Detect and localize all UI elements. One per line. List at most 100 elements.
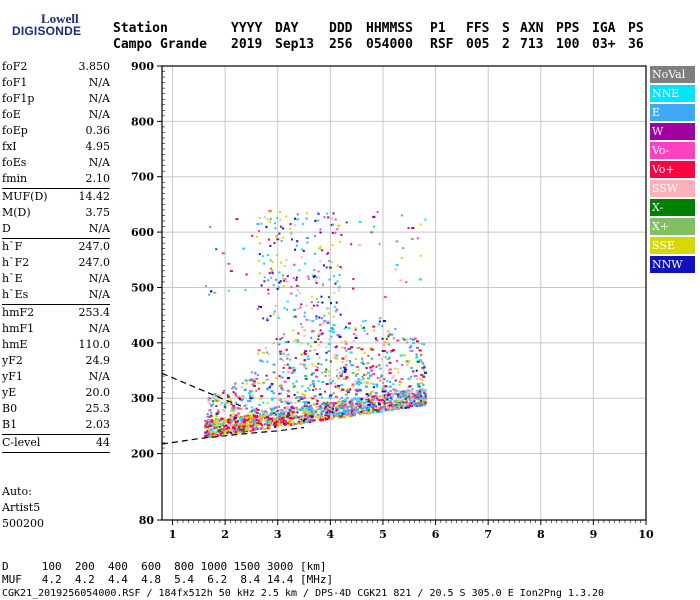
echo-point <box>314 369 318 372</box>
echo-point <box>241 407 243 410</box>
echo-point <box>337 286 341 289</box>
echo-point <box>228 428 230 431</box>
echo-point <box>365 367 368 369</box>
echo-point <box>389 404 392 407</box>
echo-point <box>260 415 264 418</box>
echo-point <box>321 409 323 412</box>
echo-point <box>286 308 289 311</box>
echo-point <box>290 410 292 413</box>
echo-point <box>295 397 298 400</box>
echo-point <box>235 387 237 390</box>
echo-point <box>338 335 342 338</box>
echo-point <box>375 365 378 368</box>
echo-point <box>383 402 386 405</box>
echo-point <box>366 398 370 401</box>
echo-point <box>304 390 307 393</box>
echo-point <box>278 384 281 387</box>
echo-point <box>261 360 264 363</box>
echo-point <box>297 416 301 419</box>
echo-point <box>409 405 412 407</box>
echo-point <box>345 390 349 392</box>
echo-point <box>325 358 328 361</box>
echo-point <box>273 414 275 417</box>
echo-point <box>298 285 301 288</box>
echo-point <box>284 411 288 414</box>
echo-point <box>335 368 338 371</box>
echo-point <box>231 423 235 426</box>
echo-point <box>365 406 368 409</box>
echo-point <box>371 409 374 412</box>
echo-point <box>333 324 336 327</box>
echo-point <box>375 383 379 386</box>
echo-point <box>400 378 404 380</box>
echo-point <box>260 423 263 426</box>
echo-point <box>406 389 410 392</box>
echo-point <box>331 406 334 409</box>
echo-point <box>330 302 332 305</box>
echo-point <box>362 363 365 365</box>
echo-point <box>357 380 361 383</box>
param-label: yF2 <box>2 354 23 367</box>
echo-point <box>311 307 314 310</box>
echo-point <box>314 235 316 238</box>
echo-point <box>343 327 346 330</box>
echo-point <box>351 401 354 404</box>
legend-item-noval: NoVal <box>650 66 695 83</box>
echo-point <box>355 382 359 385</box>
echo-point <box>292 366 296 369</box>
echo-point <box>294 423 298 426</box>
echo-point <box>319 387 322 390</box>
echo-point <box>241 426 244 429</box>
echo-point <box>422 375 426 378</box>
echo-point <box>310 411 313 414</box>
echo-point <box>357 388 361 391</box>
echo-point <box>303 365 306 368</box>
echo-point <box>367 412 371 415</box>
echo-point <box>324 375 327 377</box>
footer-distance-line: D 100 200 400 600 800 1000 1500 3000 [km… <box>2 560 327 573</box>
echo-point <box>215 427 218 430</box>
echo-point <box>253 410 257 413</box>
echo-point <box>272 392 275 395</box>
echo-point <box>315 415 319 418</box>
echo-point <box>279 352 282 355</box>
echo-point <box>289 415 292 418</box>
echo-point <box>277 423 281 426</box>
echo-point <box>364 405 368 408</box>
echo-point <box>316 366 319 369</box>
echo-point <box>232 404 236 407</box>
echo-point <box>344 406 347 408</box>
echo-point <box>302 420 305 422</box>
param-value: N/A <box>88 108 110 121</box>
echo-point <box>259 418 263 421</box>
echo-point <box>281 376 284 379</box>
echo-point <box>345 359 348 362</box>
echo-point <box>260 222 263 225</box>
echo-point <box>401 395 404 398</box>
echo-point <box>360 403 363 406</box>
y-tick-label: 80 <box>139 514 155 527</box>
echo-point <box>355 389 359 392</box>
echo-point <box>319 418 323 421</box>
echo-point <box>389 350 392 353</box>
echo-point <box>239 417 243 420</box>
echo-point <box>317 380 320 383</box>
param-value: 247.0 <box>78 240 111 253</box>
param-value: 24.9 <box>85 354 111 367</box>
echo-point <box>271 408 275 411</box>
echo-point <box>406 364 409 367</box>
echo-point <box>405 396 409 399</box>
echo-point <box>287 371 290 373</box>
echo-point <box>237 425 240 428</box>
echo-point <box>415 353 418 356</box>
echo-point <box>389 393 393 396</box>
echo-point <box>375 407 379 410</box>
echo-point <box>338 240 341 243</box>
echo-point <box>317 405 321 408</box>
echo-point <box>327 407 330 410</box>
echo-point <box>259 413 262 416</box>
echo-point <box>372 373 376 376</box>
echo-point <box>242 430 245 433</box>
echo-point <box>348 402 352 405</box>
echo-point <box>316 353 319 355</box>
